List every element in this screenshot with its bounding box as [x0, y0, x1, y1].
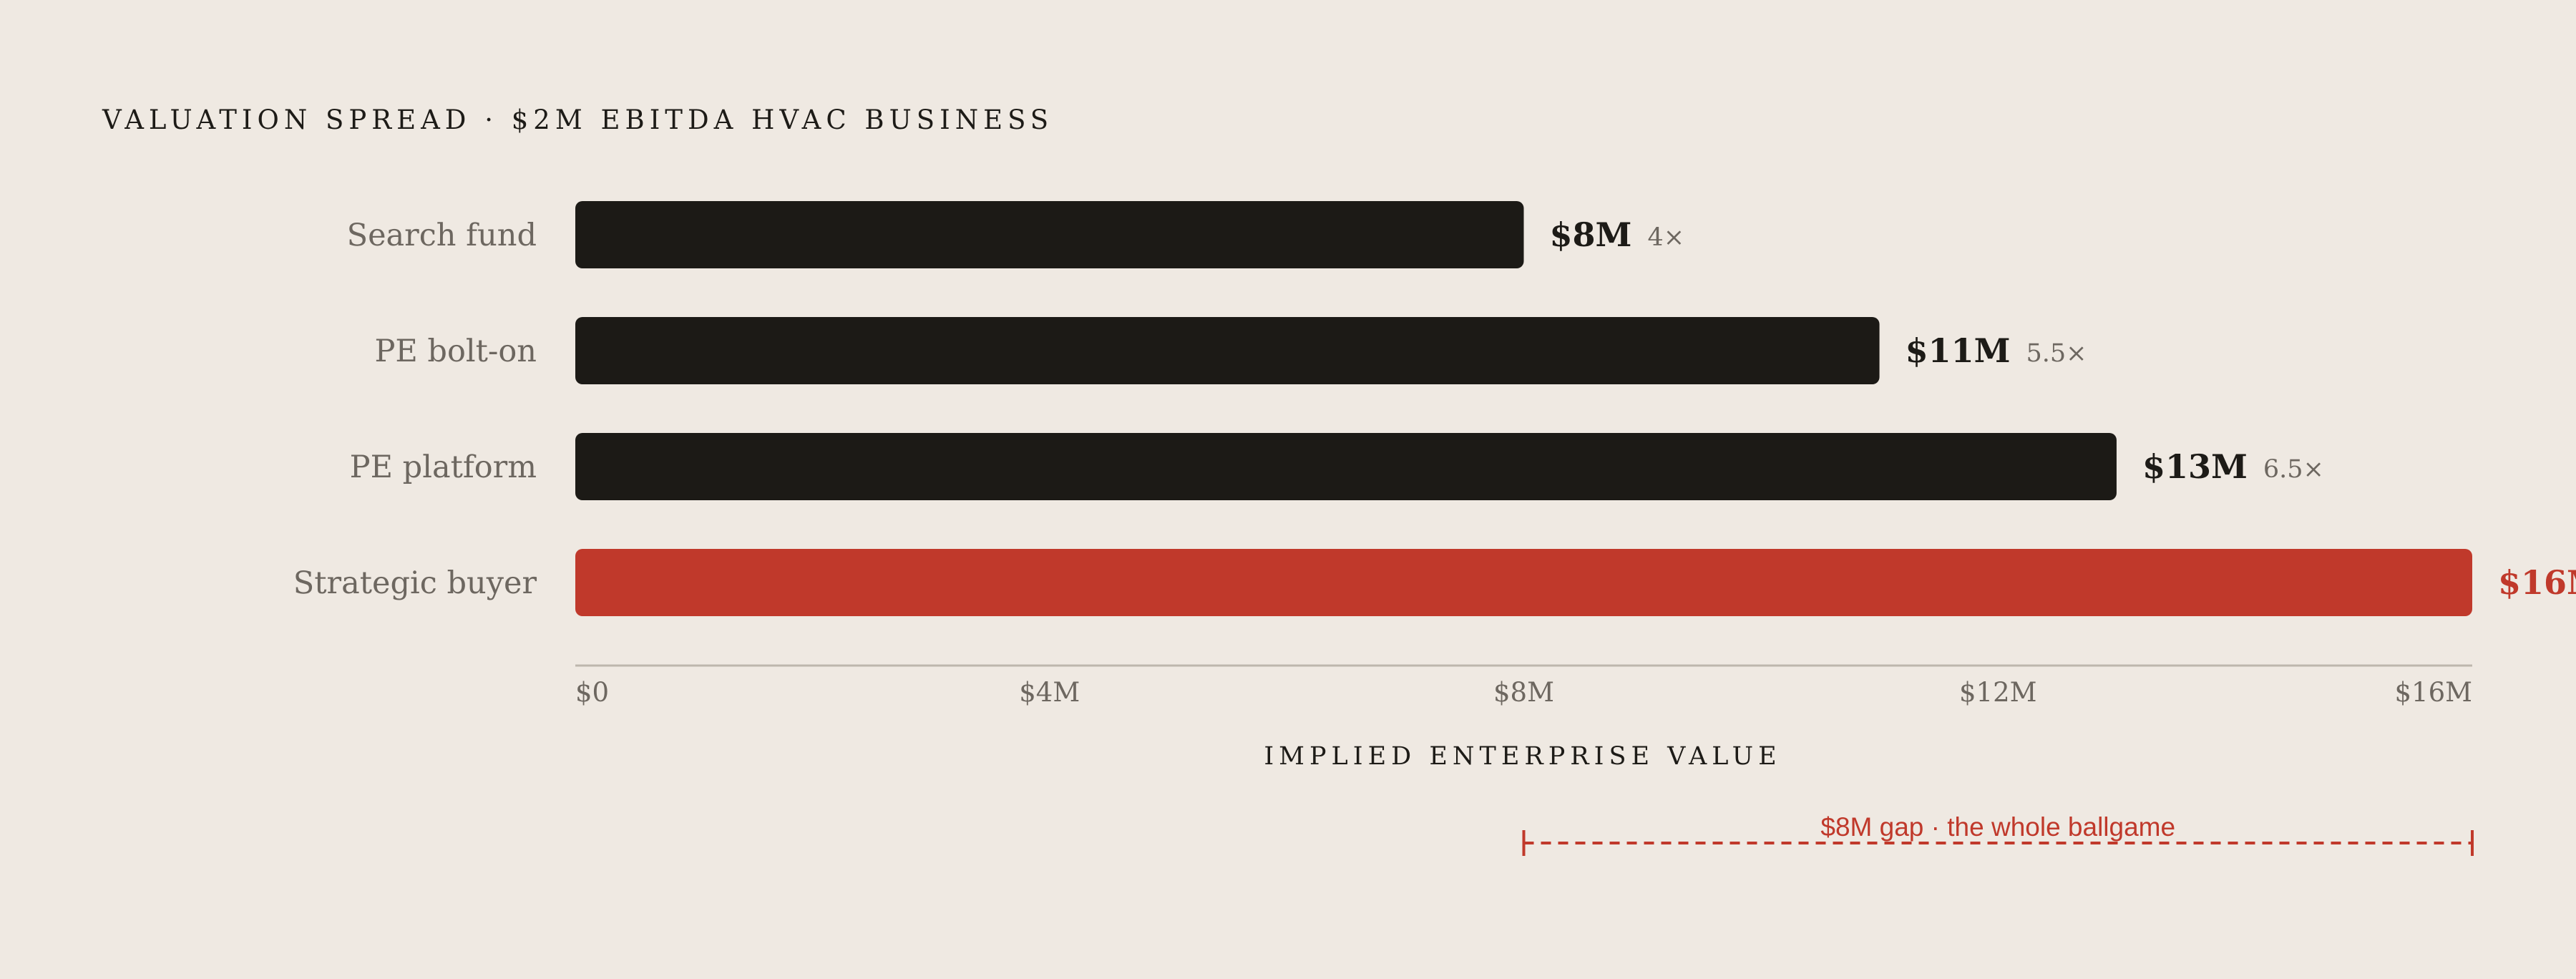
multiple-label-search-fund: 4×: [1647, 223, 1684, 252]
x-tick-label: $0: [575, 677, 609, 708]
x-axis-title: IMPLIED ENTERPRISE VALUE: [1264, 742, 1781, 771]
category-label-pe-platform: PE platform: [350, 449, 537, 485]
category-label-pe-bolt-on: PE bolt-on: [374, 333, 537, 369]
multiple-label-pe-platform: 6.5×: [2263, 455, 2324, 484]
category-label-strategic-buyer: Strategic buyer: [293, 565, 537, 601]
value-label-pe-bolt-on: $11M: [1906, 331, 2011, 370]
x-tick-label: $16M: [2394, 677, 2472, 708]
bar-search-fund: [575, 201, 1524, 268]
gap-annotation-text: $8M gap · the whole ballgame: [1820, 812, 2175, 842]
gap-annotation: $8M gap · the whole ballgame: [1522, 812, 2474, 856]
chart-title: VALUATION SPREAD · $2M EBITDA HVAC BUSIN…: [102, 104, 1053, 135]
bar-pe-bolt-on: [575, 317, 1880, 384]
category-label-search-fund: Search fund: [347, 218, 537, 253]
value-label-pe-platform: $13M: [2142, 447, 2248, 486]
value-label-strategic-buyer: $16M: [2498, 563, 2576, 602]
bars-layer: Search fund $8M 4× PE bolt-on $11M 5.5× PE pla…: [293, 201, 2576, 616]
x-axis: $0 $4M $8M $12M $16M: [575, 664, 2472, 708]
x-tick-label: $4M: [1019, 677, 1080, 708]
x-tick-label: $8M: [1493, 677, 1554, 708]
x-tick-label: $12M: [1959, 677, 2037, 708]
multiple-label-pe-bolt-on: 5.5×: [2026, 339, 2087, 368]
value-label-search-fund: $8M: [1550, 215, 1632, 254]
bar-strategic-buyer: [575, 549, 2472, 616]
bar-pe-platform: [575, 433, 2117, 500]
